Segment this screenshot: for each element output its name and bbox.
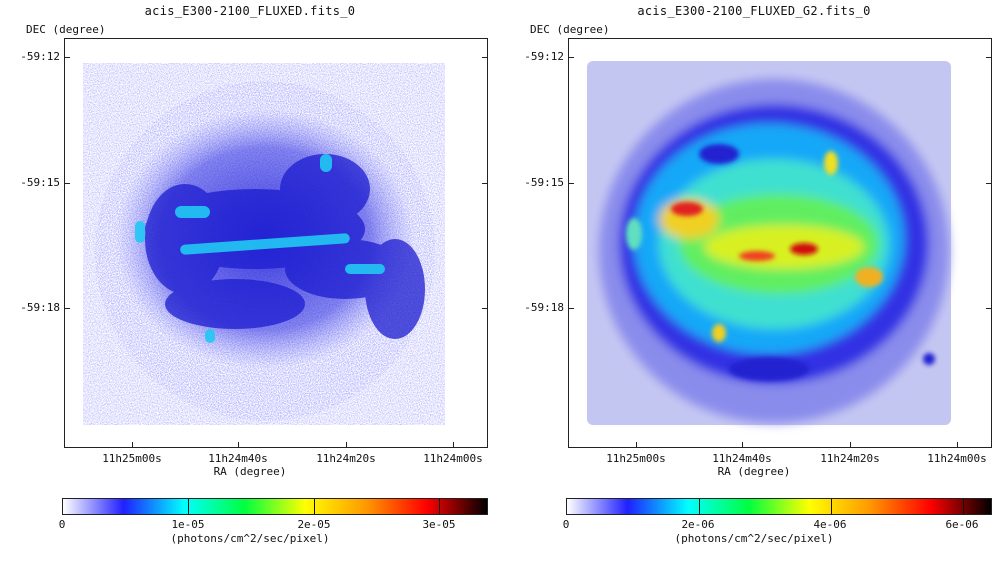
supernova-remnant-image (587, 61, 951, 425)
right-image-panel: acis_E300-2100_FLUXED_G2.fits_0 DEC (deg… (504, 0, 1000, 569)
supernova-remnant-image (83, 63, 445, 425)
y-tick-label: -59:12 (20, 50, 60, 63)
colorbar-divider (963, 499, 964, 514)
left-image-panel: acis_E300-2100_FLUXED.fits_0 DEC (degree… (20, 4, 488, 545)
ra-axis-label: RA (degree) (717, 465, 791, 478)
x-tick-label: 11h24m20s (820, 452, 880, 465)
image-title: acis_E300-2100_FLUXED.fits_0 (144, 4, 356, 18)
x-tick-label: 11h24m00s (423, 452, 483, 465)
y-tick-mark (64, 183, 70, 184)
x-tick-label: 11h25m00s (102, 452, 162, 465)
x-tick-label: 11h24m20s (316, 452, 376, 465)
colorbar[interactable] (62, 498, 488, 515)
y-tick-mark (64, 308, 70, 309)
colorbar-unit-label: (photons/cm^2/sec/pixel) (170, 532, 330, 545)
y-tick-mark (568, 57, 574, 58)
colorbar-tick-label: 6e-06 (945, 518, 979, 531)
colorbar-divider (439, 499, 440, 514)
x-tick-mark (346, 442, 347, 448)
colorbar-divider (831, 499, 832, 514)
y-tick-mark (986, 57, 992, 58)
x-tick-mark (636, 442, 637, 448)
colorbar-tick-label: 0 (562, 518, 570, 531)
y-tick-mark (482, 183, 488, 184)
y-tick-mark (568, 183, 574, 184)
y-tick-label: -59:15 (20, 176, 60, 189)
x-tick-mark (132, 442, 133, 448)
colorbar-tick-label: 4e-06 (813, 518, 847, 531)
x-tick-mark (742, 442, 743, 448)
colorbar-tick-label: 1e-05 (171, 518, 205, 531)
y-tick-mark (986, 183, 992, 184)
ra-axis-label: RA (degree) (213, 465, 287, 478)
x-tick-label: 11h24m40s (208, 452, 268, 465)
colorbar-divider (188, 499, 189, 514)
image-frame[interactable] (568, 38, 992, 448)
colorbar-unit-label: (photons/cm^2/sec/pixel) (674, 532, 834, 545)
y-tick-mark (64, 57, 70, 58)
colorbar[interactable] (566, 498, 992, 515)
y-tick-mark (482, 57, 488, 58)
x-tick-label: 11h24m00s (927, 452, 987, 465)
y-tick-mark (986, 308, 992, 309)
x-tick-label: 11h25m00s (606, 452, 666, 465)
x-tick-mark (238, 442, 239, 448)
colorbar-tick-label: 3e-05 (422, 518, 456, 531)
image-title: acis_E300-2100_FLUXED_G2.fits_0 (637, 4, 871, 18)
x-tick-mark (850, 442, 851, 448)
y-tick-label: -59:18 (20, 301, 60, 314)
y-tick-mark (568, 308, 574, 309)
dec-axis-label: DEC (degree) (26, 23, 106, 36)
colorbar-divider (699, 499, 700, 514)
colorbar-tick-label: 2e-05 (297, 518, 331, 531)
image-frame[interactable] (64, 38, 488, 448)
colorbar-tick-label: 2e-06 (681, 518, 715, 531)
x-tick-label: 11h24m40s (712, 452, 772, 465)
y-tick-mark (482, 308, 488, 309)
y-tick-label: -59:18 (524, 301, 564, 314)
y-tick-label: -59:15 (524, 176, 564, 189)
y-tick-label: -59:12 (524, 50, 564, 63)
colorbar-divider (314, 499, 315, 514)
dec-axis-label: DEC (degree) (530, 23, 610, 36)
x-tick-mark (957, 442, 958, 448)
colorbar-tick-label: 0 (58, 518, 66, 531)
x-tick-mark (453, 442, 454, 448)
